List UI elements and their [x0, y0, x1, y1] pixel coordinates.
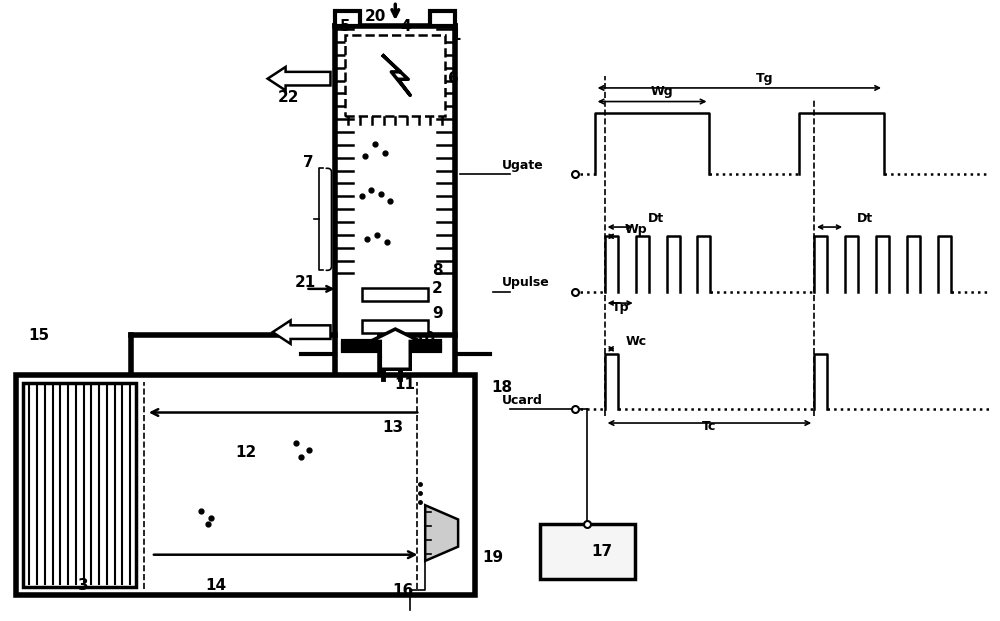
Bar — [16, 376, 475, 595]
Text: Ucard: Ucard — [502, 394, 543, 407]
Bar — [362, 288, 428, 301]
Bar — [362, 320, 428, 333]
Bar — [345, 35, 445, 116]
Text: 15: 15 — [29, 328, 50, 343]
FancyArrow shape — [370, 329, 420, 369]
Text: Tc: Tc — [702, 420, 717, 433]
Text: 20: 20 — [365, 9, 386, 24]
FancyArrow shape — [268, 67, 330, 91]
Text: Dt: Dt — [648, 212, 664, 225]
Text: 1: 1 — [450, 28, 460, 43]
Text: 8: 8 — [432, 263, 442, 278]
Text: Wg: Wg — [651, 85, 673, 98]
Text: 22: 22 — [278, 89, 299, 105]
Text: 6: 6 — [448, 71, 459, 86]
Polygon shape — [425, 505, 458, 561]
Text: Ugate: Ugate — [502, 159, 544, 172]
Text: Dt: Dt — [857, 212, 873, 225]
Text: Wp: Wp — [625, 222, 647, 235]
Text: 7: 7 — [303, 155, 314, 170]
Text: Upulse: Upulse — [502, 276, 550, 289]
Text: 4: 4 — [400, 19, 411, 34]
Text: 18: 18 — [491, 380, 513, 396]
Text: 17: 17 — [591, 544, 612, 559]
Bar — [540, 524, 635, 579]
Text: Tp: Tp — [611, 301, 629, 314]
Text: 12: 12 — [235, 445, 256, 460]
Text: 9: 9 — [432, 306, 442, 321]
FancyArrow shape — [273, 320, 330, 344]
Text: 13: 13 — [383, 420, 404, 435]
Bar — [23, 383, 136, 587]
Bar — [335, 11, 360, 26]
Bar — [430, 11, 455, 26]
Text: 3: 3 — [78, 578, 88, 593]
Text: 10: 10 — [415, 331, 436, 346]
Text: Tg: Tg — [756, 72, 773, 84]
Text: 14: 14 — [205, 578, 226, 593]
Text: 11: 11 — [395, 377, 416, 392]
Text: 19: 19 — [482, 550, 504, 565]
Text: 2: 2 — [432, 281, 443, 296]
Text: 21: 21 — [295, 275, 316, 290]
Text: Wc: Wc — [626, 335, 647, 348]
Text: 5: 5 — [340, 19, 351, 34]
Text: 16: 16 — [393, 583, 414, 598]
